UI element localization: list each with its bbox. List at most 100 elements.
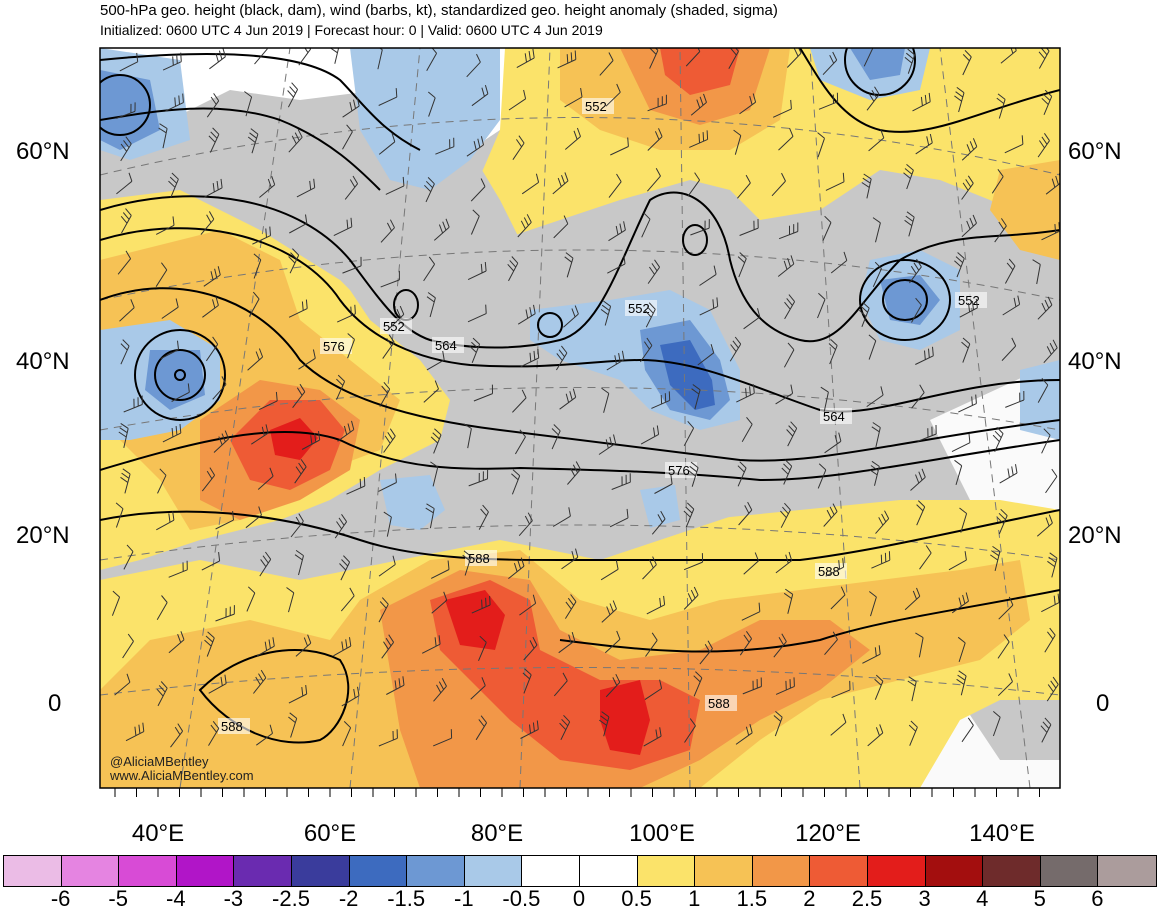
wind-barb (868, 591, 877, 617)
wind-barb (430, 560, 450, 579)
wind-barb (157, 468, 167, 494)
wind-barb (868, 334, 877, 360)
wind-barb (996, 508, 1008, 535)
wind-barb (1045, 468, 1058, 494)
wind-barb (158, 123, 168, 149)
wind-barb (737, 174, 751, 199)
wind-barb (551, 424, 561, 450)
wind-barb (552, 507, 571, 527)
wind-barb (1002, 295, 1021, 316)
wind-barb (114, 673, 131, 696)
wind-barb (739, 631, 753, 656)
wind-barb (780, 502, 791, 528)
wind-barb (824, 432, 842, 454)
wind-barb (118, 422, 129, 449)
wind-barb (683, 502, 695, 528)
wind-barb (564, 88, 583, 108)
lat-label-left: 20°N (16, 522, 70, 549)
wind-barb (287, 82, 299, 108)
wind-barb (908, 720, 918, 746)
wind-barb (383, 511, 392, 537)
colorbar-swatch (925, 856, 984, 886)
wind-barb (201, 467, 216, 492)
wind-barb (606, 350, 625, 371)
wind-barb (683, 553, 704, 571)
wind-barb (564, 252, 574, 278)
anomaly-orange-east (990, 160, 1060, 260)
colorbar-swatch (176, 856, 235, 886)
wind-barb (171, 383, 190, 402)
wind-barb (904, 48, 916, 74)
wind-barb (867, 724, 884, 747)
wind-barb (1041, 89, 1053, 115)
wind-barb (598, 434, 617, 455)
wind-barb (831, 680, 851, 699)
wind-barb (288, 685, 308, 704)
wind-barb (294, 549, 304, 576)
wind-barb (517, 304, 536, 325)
wind-barb (116, 102, 136, 119)
wind-barb (433, 218, 450, 241)
wind-barb (468, 469, 489, 487)
wind-barb (961, 175, 974, 200)
wind-barb (430, 428, 442, 454)
wind-barb (558, 631, 576, 654)
wind-barb (423, 380, 439, 403)
wind-barb (517, 214, 532, 238)
contour-label: 552 (958, 293, 980, 308)
colorbar-label: 1.5 (736, 886, 768, 911)
colorbar-swatch (119, 856, 177, 886)
wind-barb (608, 173, 622, 198)
wind-barb (381, 634, 395, 659)
wind-barb (347, 333, 355, 359)
wind-barb (961, 337, 971, 363)
colorbar-swatch (522, 856, 580, 886)
wind-barb (778, 127, 794, 151)
wind-barb (904, 211, 915, 237)
wind-barb (699, 297, 719, 316)
wind-barb (120, 339, 130, 365)
wind-barb (742, 677, 762, 695)
wind-barb (817, 292, 826, 319)
wind-barb (775, 677, 795, 695)
wind-barb (253, 669, 267, 694)
wind-barb (784, 294, 796, 320)
wind-barb (288, 299, 308, 318)
wind-barb (915, 346, 934, 365)
wind-barb (469, 337, 481, 363)
wind-barb (295, 634, 312, 657)
wind-barb (473, 384, 493, 402)
wind-barb (654, 475, 673, 494)
wind-barb (743, 308, 761, 330)
colorbar-swatch (349, 856, 408, 886)
wind-barb (646, 595, 666, 615)
wind-barb (647, 167, 661, 192)
colorbar (3, 855, 1157, 887)
lat-label-left: 0 (48, 690, 62, 717)
wind-barb (290, 513, 304, 538)
colorbar-swatch (695, 856, 753, 886)
wind-barb (777, 255, 795, 277)
wind-barb (647, 259, 661, 284)
colorbar-swatch (983, 856, 1041, 886)
wind-barb (111, 590, 121, 616)
wind-barb (120, 208, 132, 234)
contour-label: 588 (818, 564, 840, 579)
wind-barb (204, 178, 223, 198)
colorbar-label: -2 (338, 886, 359, 911)
anomaly-lightblue-tibet (380, 475, 445, 530)
wind-barb (208, 720, 220, 746)
colorbar-swatch (810, 856, 868, 886)
wind-barb (463, 423, 472, 449)
wind-barb (425, 503, 435, 529)
wind-barb (959, 298, 978, 318)
wind-barb (904, 587, 921, 611)
wind-barb (288, 712, 298, 738)
wind-barb (122, 633, 134, 659)
wind-barb (1001, 337, 1017, 361)
wind-barb (874, 674, 884, 700)
wind-barb (685, 48, 701, 67)
wind-barb (951, 433, 971, 453)
wind-barb (246, 586, 256, 612)
wind-barb (204, 631, 215, 657)
